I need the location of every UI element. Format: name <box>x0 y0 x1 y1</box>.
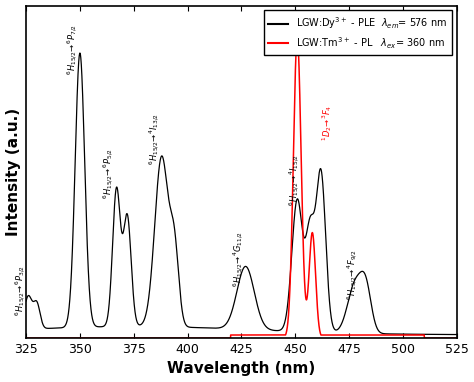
X-axis label: Wavelength (nm): Wavelength (nm) <box>167 361 315 376</box>
Text: $^6H_{15/2}\!\rightarrow\!^4F_{9/2}$: $^6H_{15/2}\!\rightarrow\!^4F_{9/2}$ <box>346 249 360 300</box>
Text: $^6H_{15/2}\!\rightarrow\!^6P_{7/2}$: $^6H_{15/2}\!\rightarrow\!^6P_{7/2}$ <box>66 24 80 75</box>
Text: $^6H_{15/2}\!\rightarrow\!^4I_{15/2}$: $^6H_{15/2}\!\rightarrow\!^4I_{15/2}$ <box>287 154 301 206</box>
Text: $^1D_2\!\rightarrow\!^3F_4$: $^1D_2\!\rightarrow\!^3F_4$ <box>320 105 334 141</box>
Y-axis label: Intensity (a.u.): Intensity (a.u.) <box>6 108 20 236</box>
Text: $^6H_{15/2}\!\rightarrow\!^4G_{11/2}$: $^6H_{15/2}\!\rightarrow\!^4G_{11/2}$ <box>231 231 246 287</box>
Text: $^6H_{15/2}\!\rightarrow\!^6P_{3/2}$: $^6H_{15/2}\!\rightarrow\!^6P_{3/2}$ <box>14 265 28 316</box>
Text: $^6H_{15/2}\!\rightarrow\!^4I_{13/2}$: $^6H_{15/2}\!\rightarrow\!^4I_{13/2}$ <box>147 112 162 165</box>
Text: $^6H_{15/2}\!\rightarrow\!^6P_{5/2}$: $^6H_{15/2}\!\rightarrow\!^6P_{5/2}$ <box>102 148 117 199</box>
Legend: LGW:Dy$^{3+}$ - PLE  $\lambda_{em}$= 576 nm, LGW:Tm$^{3+}$ - PL   $\lambda_{ex}$: LGW:Dy$^{3+}$ - PLE $\lambda_{em}$= 576 … <box>264 10 452 55</box>
